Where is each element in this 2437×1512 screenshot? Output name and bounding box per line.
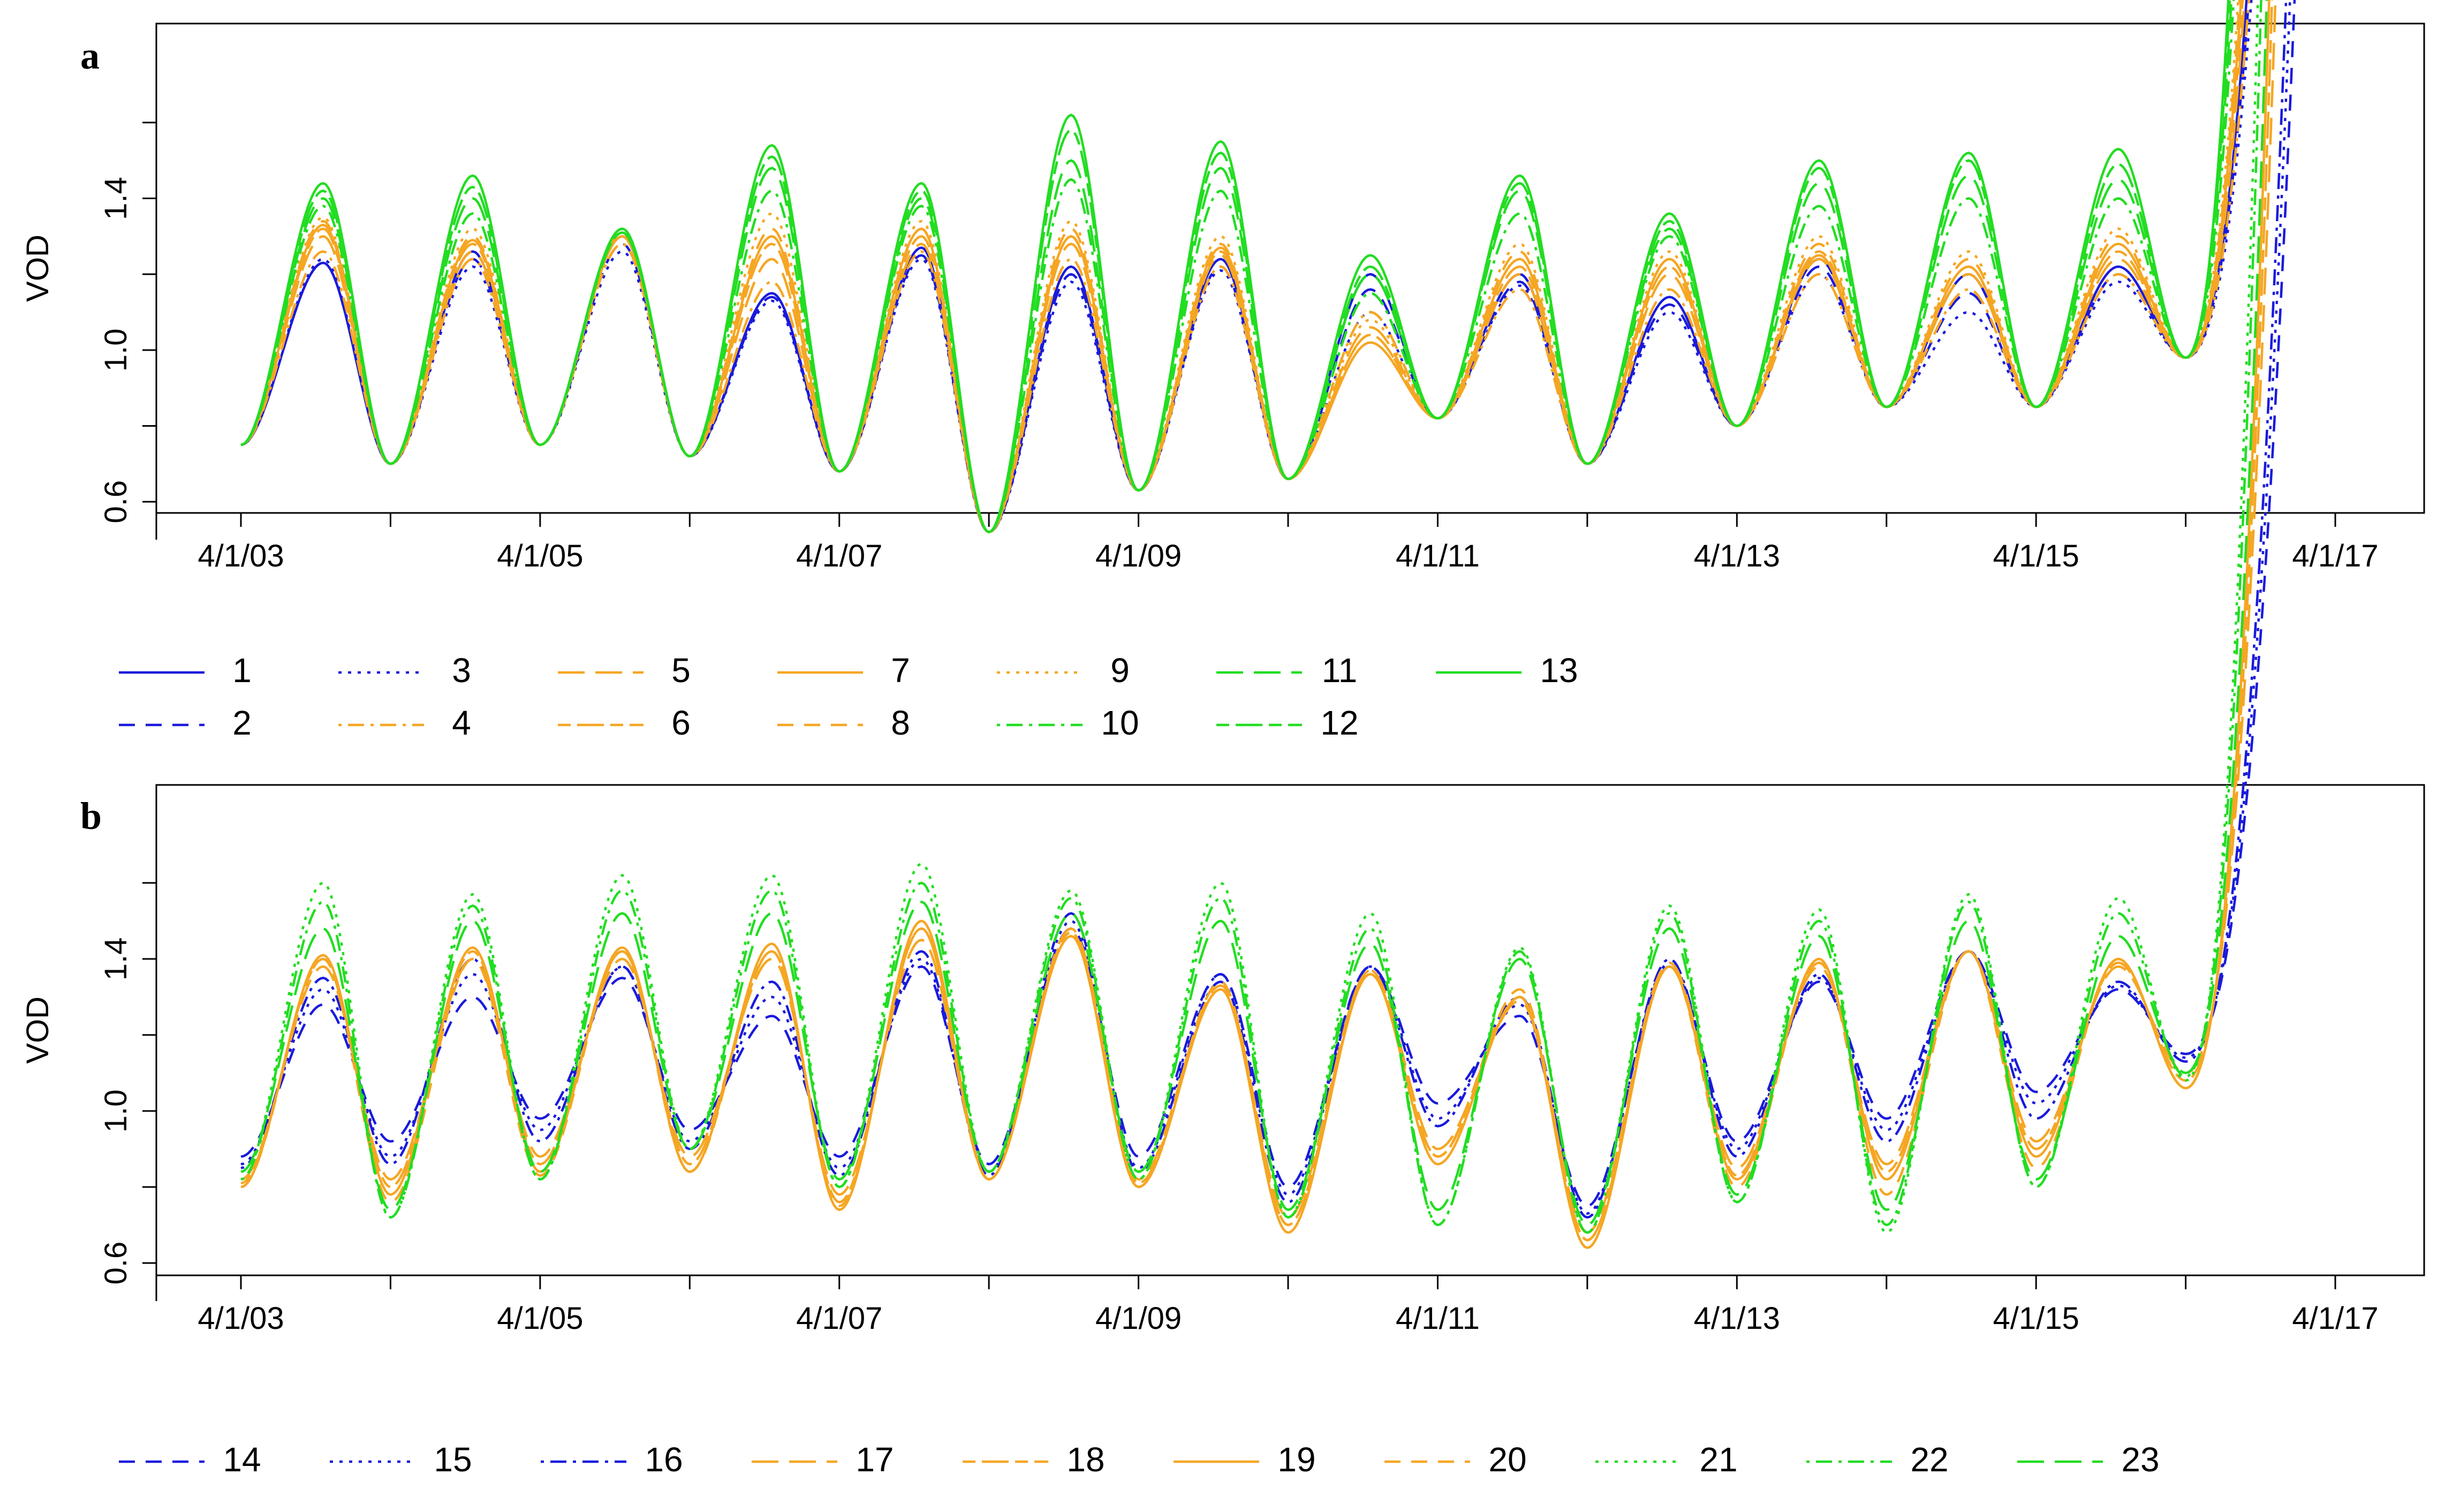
series-line-13 xyxy=(240,0,2230,534)
x-tick-label: 4/1/13 xyxy=(1694,539,1780,573)
legend-label: 2 xyxy=(232,704,252,742)
series-line-23 xyxy=(240,0,2268,1227)
x-tick-label: 4/1/17 xyxy=(2292,539,2378,573)
legend-label: 15 xyxy=(434,1440,472,1479)
panel-letter: b xyxy=(80,795,102,837)
series-line-8 xyxy=(240,0,2241,534)
x-tick-label: 4/1/05 xyxy=(497,1301,583,1336)
series-line-22 xyxy=(240,0,2262,1234)
legend-label: 5 xyxy=(671,651,691,690)
y-axis-label: VOD xyxy=(20,235,55,302)
x-tick-label: 4/1/15 xyxy=(1993,1301,2079,1336)
legend-label: 21 xyxy=(1699,1440,1737,1479)
series-line-1 xyxy=(240,0,2248,534)
legend-label: 20 xyxy=(1488,1440,1526,1479)
legend-label: 18 xyxy=(1066,1440,1104,1479)
y-tick-label: 1.4 xyxy=(99,938,133,981)
series-line-16 xyxy=(240,0,2288,1219)
x-tick-label: 4/1/11 xyxy=(1396,539,1480,573)
legend-label: 17 xyxy=(856,1440,894,1479)
x-tick-label: 4/1/03 xyxy=(198,1301,284,1336)
series-line-15 xyxy=(240,0,2291,1215)
legend-label: 13 xyxy=(1540,651,1578,690)
series-line-5 xyxy=(240,0,2246,534)
legend-label: 8 xyxy=(891,704,910,742)
series-line-17 xyxy=(240,0,2277,1234)
series-line-11 xyxy=(240,0,2233,534)
legend-label: 19 xyxy=(1277,1440,1315,1479)
x-tick-label: 4/1/11 xyxy=(1396,1301,1480,1336)
series-line-7 xyxy=(240,0,2243,534)
x-tick-label: 4/1/15 xyxy=(1993,539,2079,573)
series-line-4 xyxy=(240,0,2250,534)
x-tick-label: 4/1/13 xyxy=(1694,1301,1780,1336)
legend-label: 11 xyxy=(1322,651,1357,690)
legend-label: 22 xyxy=(1910,1440,1948,1479)
x-tick-label: 4/1/09 xyxy=(1095,539,1182,573)
series-line-20 xyxy=(240,0,2271,1242)
legend-label: 10 xyxy=(1101,704,1139,742)
y-axis-label: VOD xyxy=(20,996,55,1064)
series-line-21 xyxy=(240,0,2259,1234)
legend-label: 14 xyxy=(223,1440,261,1479)
panel-b: b 0.6 1.0 1.4 VOD 4/1/03 4/1/05 4/1/07 4/1/09 4/1… xyxy=(20,0,2425,1479)
series-line-18 xyxy=(240,0,2274,1242)
series-line-19 xyxy=(240,0,2271,1249)
legend-label: 3 xyxy=(452,651,471,690)
series-line-10 xyxy=(240,0,2235,534)
legend-label: 12 xyxy=(1320,704,1358,742)
legend: 14 15 16 17 18 19 20 21 22 23 xyxy=(119,1440,2160,1479)
series-line-14 xyxy=(240,0,2296,1207)
y-tick-label: 1.0 xyxy=(99,1090,133,1133)
legend-label: 1 xyxy=(232,651,252,690)
legend-label: 9 xyxy=(1110,651,1130,690)
legend-label: 6 xyxy=(671,704,691,742)
x-tick-label: 4/1/07 xyxy=(796,539,882,573)
x-tick-label: 4/1/17 xyxy=(2292,1301,2378,1336)
legend-label: 23 xyxy=(2121,1440,2159,1479)
panel-a: a 0.6 1.0 1.4 VOD 4/1/03 4/1/05 4/1/07 4/1/09 4/1… xyxy=(20,0,2425,742)
x-tick-label: 4/1/05 xyxy=(497,539,583,573)
y-tick-label: 0.6 xyxy=(99,1242,133,1285)
x-tick-label: 4/1/03 xyxy=(198,539,284,573)
y-tick-label: 1.4 xyxy=(99,177,133,220)
series-line-12 xyxy=(240,0,2231,534)
legend-label: 4 xyxy=(452,704,471,742)
series-line-6 xyxy=(240,0,2244,534)
legend-label: 16 xyxy=(645,1440,683,1479)
legend-label: 7 xyxy=(891,651,910,690)
series-line-2 xyxy=(240,0,2250,534)
panel-letter: a xyxy=(80,34,100,77)
x-tick-label: 4/1/09 xyxy=(1095,1301,1182,1336)
series-line-9 xyxy=(240,0,2239,534)
series-line-3 xyxy=(240,0,2253,534)
y-tick-label: 1.0 xyxy=(99,329,133,372)
y-tick-label: 0.6 xyxy=(99,480,133,524)
x-tick-label: 4/1/07 xyxy=(796,1301,882,1336)
